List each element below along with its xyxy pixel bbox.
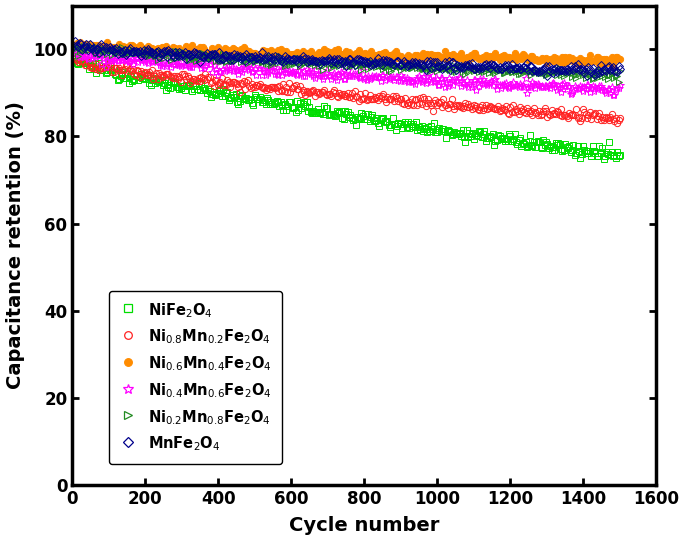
Y-axis label: Capacitance retention (%): Capacitance retention (%): [5, 102, 25, 390]
X-axis label: Cycle number: Cycle number: [289, 517, 440, 536]
Legend: NiFe$_2$O$_4$, Ni$_{0.8}$Mn$_{0.2}$Fe$_2$O$_4$, Ni$_{0.6}$Mn$_{0.4}$Fe$_2$O$_4$,: NiFe$_2$O$_4$, Ni$_{0.8}$Mn$_{0.2}$Fe$_2…: [109, 291, 282, 464]
